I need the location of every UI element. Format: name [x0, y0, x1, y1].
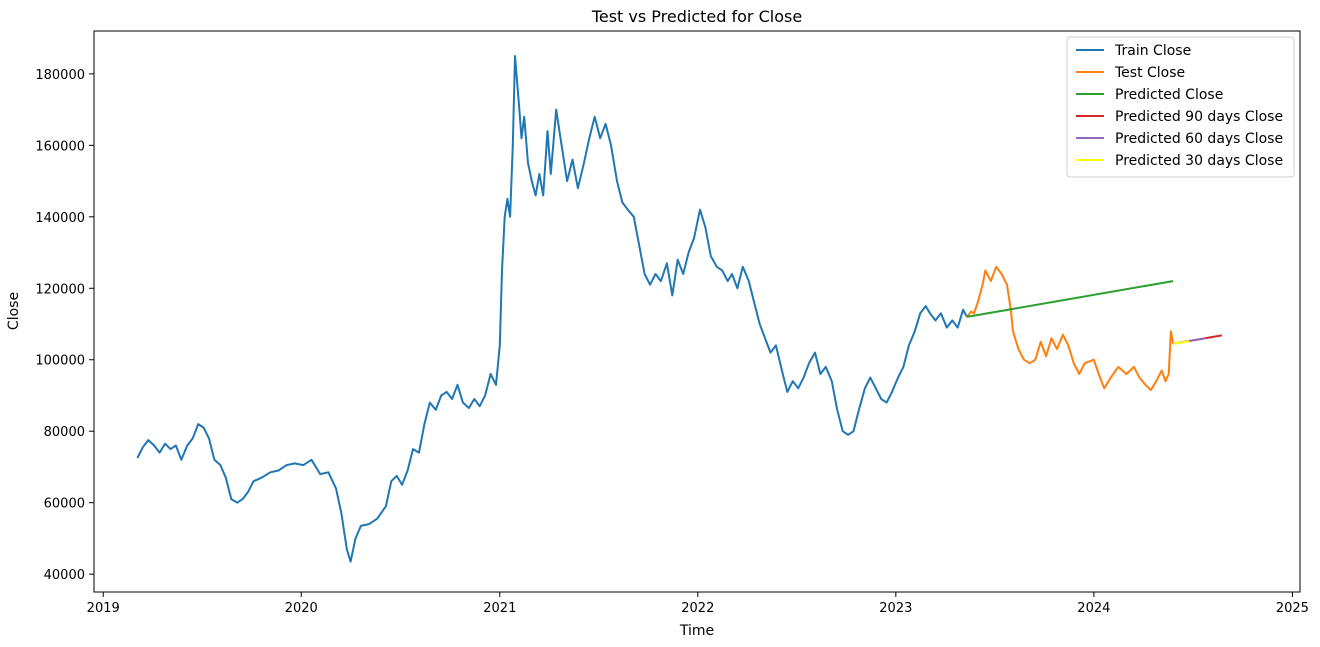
x-tick-label-2: 2021: [483, 601, 516, 616]
legend-label-5: Predicted 30 days Close: [1115, 153, 1283, 169]
y-tick-label-4: 120000: [35, 282, 85, 297]
y-tick-label-6: 160000: [35, 139, 85, 154]
legend-label-1: Test Close: [1114, 65, 1185, 81]
legend-label-0: Train Close: [1114, 43, 1191, 59]
y-tick-label-0: 40000: [44, 568, 85, 583]
y-axis-title: Close: [6, 292, 22, 330]
y-tick-label-3: 100000: [35, 354, 85, 369]
plot-area: [93, 30, 1301, 593]
series-line-2: [966, 280, 1174, 318]
x-tick-label-0: 2019: [87, 601, 120, 616]
y-tick-label-7: 180000: [35, 68, 85, 83]
y-tick-label-2: 80000: [44, 425, 85, 440]
x-tick-label-3: 2022: [681, 601, 714, 616]
y-axis: 40000 60000 80000 100000 120000 140000 160000 1…: [35, 68, 94, 583]
series-line-5: [1172, 340, 1190, 345]
series-line-1: [966, 265, 1175, 392]
legend-label-2: Predicted Close: [1115, 87, 1223, 103]
legend: Train Close Test Close Predicted Close Pred…: [1066, 36, 1295, 178]
x-tick-label-5: 2024: [1077, 601, 1110, 616]
legend-label-3: Predicted 90 days Close: [1115, 109, 1283, 125]
legend-box: [1066, 36, 1295, 178]
plot-frame: [93, 30, 1301, 593]
y-tick-label-5: 140000: [35, 211, 85, 226]
y-tick-label-1: 60000: [44, 497, 85, 512]
legend-label-4: Predicted 60 days Close: [1115, 131, 1283, 147]
x-tick-label-6: 2025: [1276, 601, 1309, 616]
x-axis: 2019 2020 2021 2022 2023 2024 2025: [87, 592, 1309, 616]
series-line-0: [136, 55, 968, 563]
x-tick-label-1: 2020: [285, 601, 318, 616]
x-axis-title: Time: [679, 623, 714, 639]
chart-title: Test vs Predicted for Close: [591, 7, 802, 26]
x-tick-label-4: 2023: [879, 601, 912, 616]
